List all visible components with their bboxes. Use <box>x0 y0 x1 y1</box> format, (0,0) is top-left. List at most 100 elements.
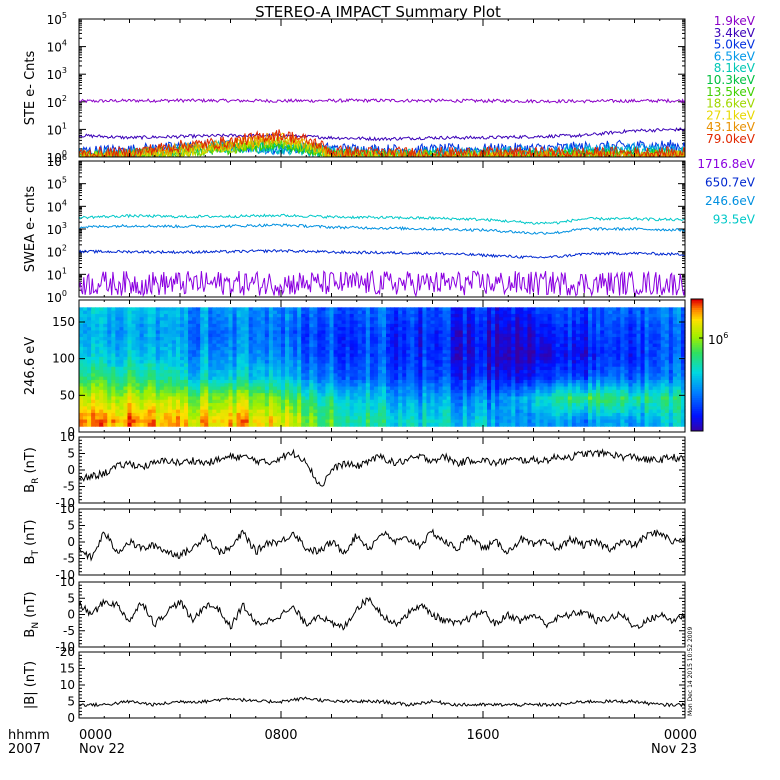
heatmap-cell <box>434 409 440 414</box>
heatmap-cell <box>131 422 137 427</box>
heatmap-cell <box>539 333 545 338</box>
heatmap-cell <box>87 363 92 368</box>
heatmap-cell <box>333 383 339 388</box>
heatmap-cell <box>503 373 508 378</box>
heatmap-cell <box>264 320 270 325</box>
heatmap-cell <box>579 403 585 407</box>
heatmap-cell <box>301 396 306 401</box>
heatmap-cell <box>175 340 181 345</box>
heatmap-cell <box>163 399 169 404</box>
heatmap-cell <box>523 330 529 335</box>
y-tick-base-swea: 10 <box>47 223 62 237</box>
heatmap-cell <box>224 422 230 427</box>
heatmap-cell <box>196 323 201 328</box>
heatmap-cell <box>167 370 173 374</box>
heatmap-cell <box>272 343 278 348</box>
heatmap-cell <box>212 310 217 315</box>
heatmap-cell <box>305 373 310 378</box>
heatmap-cell <box>103 416 108 421</box>
heatmap-cell <box>321 350 327 355</box>
heatmap-cell <box>507 323 512 328</box>
heatmap-cell <box>365 330 371 335</box>
heatmap-cell <box>115 419 120 424</box>
heatmap-cell <box>155 333 161 338</box>
heatmap-cell <box>450 333 456 338</box>
heatmap-cell <box>228 366 234 371</box>
heatmap-cell <box>188 350 193 355</box>
heatmap-cell <box>208 353 213 358</box>
heatmap-cell <box>414 343 419 348</box>
heatmap-cell <box>127 386 133 391</box>
heatmap-cell <box>289 370 294 374</box>
heatmap-cell <box>430 412 436 417</box>
heatmap-cell <box>252 350 258 355</box>
heatmap-cell <box>325 366 331 371</box>
heatmap-cell <box>95 416 100 421</box>
heatmap-cell <box>256 356 262 361</box>
heatmap-cell <box>438 403 444 407</box>
heatmap-cell <box>571 346 577 351</box>
heatmap-cell <box>470 403 476 407</box>
heatmap-cell <box>539 360 545 365</box>
heatmap-cell <box>252 353 258 358</box>
heatmap-cell <box>272 376 278 381</box>
heatmap-cell <box>236 307 242 312</box>
heatmap-cell <box>281 333 286 338</box>
heatmap-cell <box>127 323 133 328</box>
heatmap-cell <box>466 422 472 427</box>
heatmap-cell <box>99 389 104 394</box>
heatmap-cell <box>588 337 593 341</box>
heatmap-cell <box>567 327 573 332</box>
heatmap-cell <box>111 363 116 368</box>
heatmap-cell <box>200 393 205 398</box>
heatmap-cell <box>353 340 359 345</box>
heatmap-cell <box>418 327 423 332</box>
heatmap-cell <box>236 389 242 394</box>
heatmap-cell <box>337 376 343 381</box>
heatmap-cell <box>244 320 250 325</box>
heatmap-cell <box>487 399 492 404</box>
heatmap-cell <box>236 373 242 378</box>
heatmap-cell <box>293 317 298 322</box>
heatmap-cell <box>224 406 230 411</box>
heatmap-cell <box>127 379 133 384</box>
heatmap-cell <box>216 313 221 318</box>
heatmap-cell <box>470 379 476 384</box>
heatmap-cell <box>470 360 476 365</box>
heatmap-cell <box>418 353 423 358</box>
heatmap-cell <box>495 370 500 374</box>
heatmap-cell <box>228 403 234 407</box>
heatmap-cell <box>175 396 181 401</box>
heatmap-cell <box>127 343 133 348</box>
heatmap-cell <box>361 310 367 315</box>
heatmap-cell <box>442 343 448 348</box>
heatmap-cell <box>127 396 133 401</box>
heatmap-cell <box>499 396 504 401</box>
heatmap-cell <box>592 350 597 355</box>
heatmap-cell <box>357 353 363 358</box>
heatmap-cell <box>147 403 153 407</box>
heatmap-cell <box>79 307 84 312</box>
heatmap-cell <box>216 360 221 365</box>
heatmap-cell <box>115 307 120 312</box>
heatmap-cell <box>442 416 448 421</box>
heatmap-cell <box>131 310 137 315</box>
heatmap-cell <box>571 422 577 427</box>
heatmap-cell <box>592 313 597 318</box>
heatmap-cell <box>151 340 157 345</box>
heatmap-cell <box>103 337 108 341</box>
heatmap-cell <box>268 327 274 332</box>
heatmap-cell <box>446 379 452 384</box>
heatmap-cell <box>491 373 496 378</box>
heatmap-cell <box>406 386 411 391</box>
heatmap-cell <box>563 330 569 335</box>
heatmap-cell <box>297 386 302 391</box>
heatmap-cell <box>579 310 585 315</box>
heatmap-cell <box>220 422 226 427</box>
heatmap-cell <box>515 422 520 427</box>
heatmap-cell <box>353 310 359 315</box>
heatmap-cell <box>143 366 149 371</box>
heatmap-cell <box>333 403 339 407</box>
heatmap-cell <box>458 313 464 318</box>
heatmap-cell <box>232 366 238 371</box>
